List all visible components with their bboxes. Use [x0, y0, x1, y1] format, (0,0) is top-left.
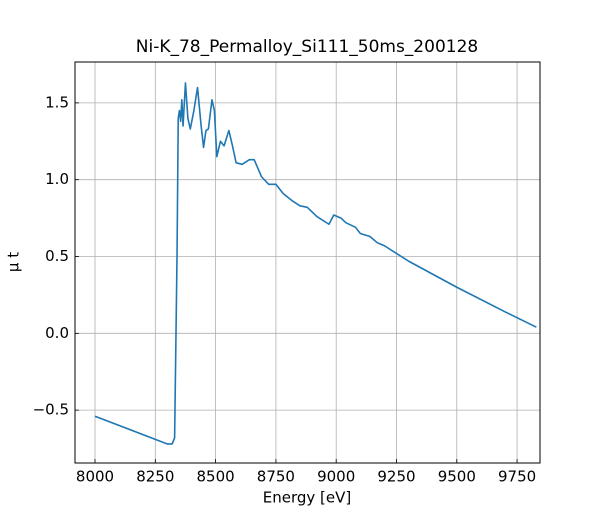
x-tick-label: 9750	[498, 468, 536, 486]
data-line	[94, 82, 537, 445]
x-tick-label: 9250	[377, 468, 415, 486]
y-tick-label: 1.5	[45, 93, 69, 111]
y-tick-label: 0.5	[45, 247, 69, 265]
y-tick-label: 0.0	[45, 324, 69, 342]
x-axis-label: Energy [eV]	[263, 489, 351, 507]
x-tick-label: 8000	[76, 468, 114, 486]
x-tick-label: 8750	[257, 468, 295, 486]
y-tick-label: 1.0	[45, 170, 69, 188]
x-tick-label: 8250	[136, 468, 174, 486]
x-tick-label: 9000	[317, 468, 355, 486]
x-tick-label: 9500	[438, 468, 476, 486]
x-tick-label: 8500	[197, 468, 235, 486]
y-axis-label: μ t	[5, 252, 23, 272]
y-tick-label: −0.5	[33, 401, 69, 419]
plot-frame	[74, 61, 541, 464]
chart-title: Ni-K_78_Permalloy_Si111_50ms_200128	[136, 37, 478, 57]
